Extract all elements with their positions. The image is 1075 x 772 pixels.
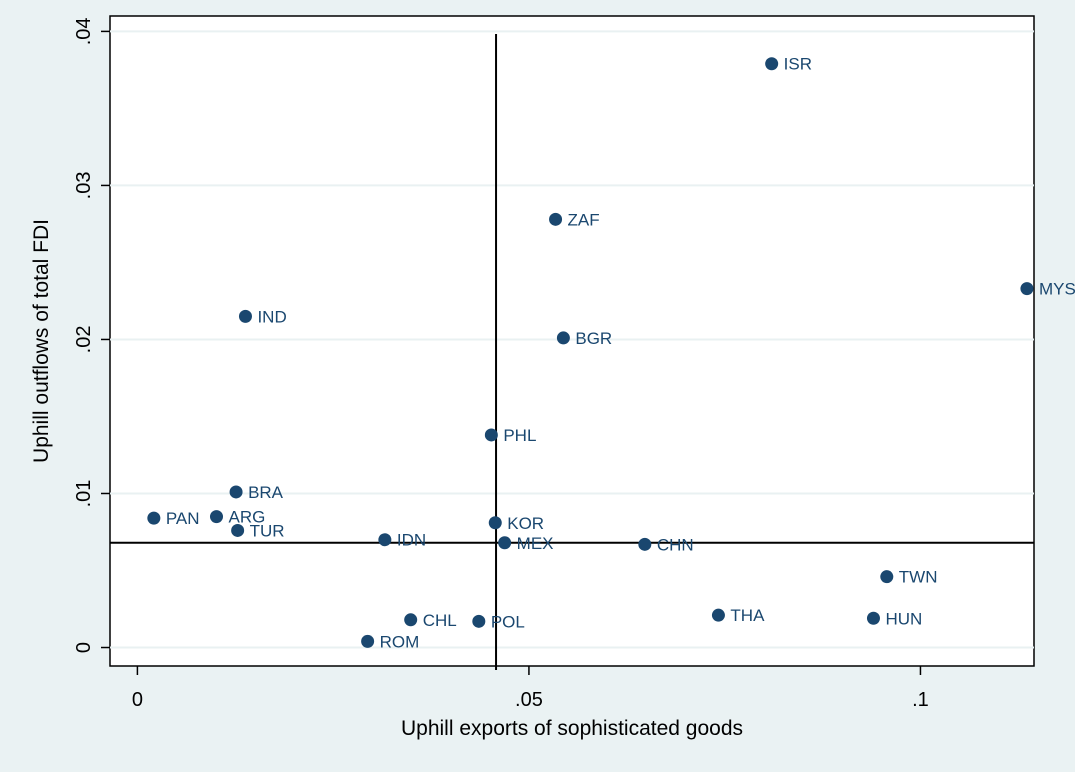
point-label-kor: KOR: [507, 514, 544, 533]
y-axis-title: Uphill outflows of total FDI: [30, 219, 53, 463]
point-label-rom: ROM: [380, 632, 420, 651]
data-point-bra: [229, 485, 243, 499]
point-label-isr: ISR: [784, 55, 812, 74]
point-label-twn: TWN: [899, 568, 938, 587]
point-label-bra: BRA: [248, 483, 284, 502]
data-point-isr: [765, 57, 779, 71]
plot-area: [109, 15, 1035, 667]
data-point-rom: [361, 634, 375, 648]
y-tick-label: 0: [73, 642, 95, 653]
data-point-twn: [880, 570, 894, 584]
y-tick-label: .01: [73, 480, 95, 508]
axes: 0 .01 .02 .03 .04 0 .05 .1: [73, 17, 929, 711]
data-point-idn: [378, 533, 392, 547]
data-point-tur: [231, 523, 245, 537]
x-tick-label: .05: [515, 689, 543, 711]
point-label-tha: THA: [730, 606, 765, 625]
x-tick-label: 0: [132, 689, 143, 711]
reference-lines: [110, 34, 1034, 670]
data-point-arg: [209, 510, 223, 524]
data-point-kor: [488, 516, 502, 530]
point-label-ind: IND: [257, 307, 286, 326]
point-label-pan: PAN: [166, 509, 200, 528]
data-point-pan: [147, 511, 161, 525]
data-point-mys: [1020, 282, 1034, 296]
point-label-pol: POL: [491, 612, 525, 631]
point-label-tur: TUR: [250, 521, 285, 540]
data-point-bgr: [556, 331, 570, 345]
x-tick-label: .1: [912, 689, 929, 711]
x-axis-title: Uphill exports of sophisticated goods: [401, 717, 743, 740]
data-point-ind: [238, 309, 252, 323]
data-point-pol: [472, 614, 486, 628]
point-label-phl: PHL: [503, 426, 536, 445]
data-point-zaf: [549, 212, 563, 226]
data-point-hun: [866, 611, 880, 625]
data-point-mex: [498, 536, 512, 550]
point-label-zaf: ZAF: [568, 210, 600, 229]
grid-lines: [110, 30, 1034, 649]
point-label-mex: MEX: [517, 534, 554, 553]
point-label-chl: CHL: [423, 611, 457, 630]
point-label-arg: ARG: [228, 508, 265, 527]
data-point-tha: [711, 608, 725, 622]
data-point-chn: [638, 537, 652, 551]
y-tick-label: .03: [73, 172, 95, 200]
point-label-chn: CHN: [657, 535, 694, 554]
y-tick-label: .02: [73, 326, 95, 354]
point-label-bgr: BGR: [575, 329, 612, 348]
data-point-chl: [404, 613, 418, 627]
point-label-mys: MYS: [1039, 280, 1075, 299]
point-label-idn: IDN: [397, 531, 426, 550]
y-tick-label: .04: [73, 17, 95, 45]
data-point-phl: [484, 428, 498, 442]
point-label-hun: HUN: [885, 609, 922, 628]
